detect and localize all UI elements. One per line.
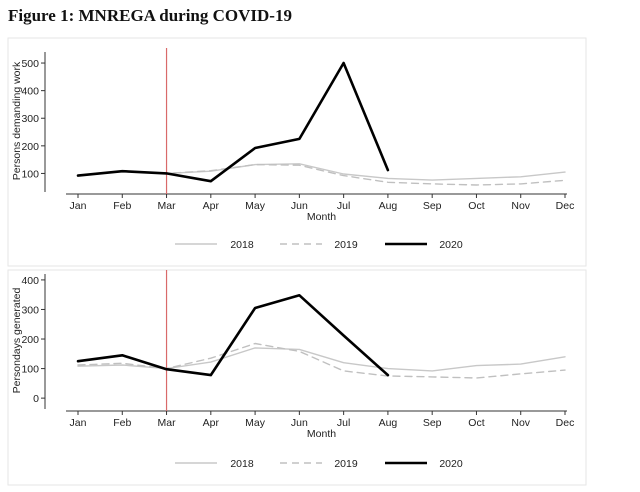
- x-tick-label: Jan: [70, 417, 87, 429]
- x-tick-label: Feb: [113, 417, 131, 429]
- panel-2-frame: [7, 269, 587, 486]
- x-tick-label: Jul: [337, 417, 350, 429]
- y-tick-label: 400: [21, 86, 39, 98]
- x-tick-label: Jan: [70, 200, 87, 212]
- x-tick-label: Oct: [468, 417, 484, 429]
- x-tick-label: Jul: [337, 200, 350, 212]
- legend-2019-label: 2019: [334, 458, 358, 470]
- y-tick-label: 0: [33, 393, 39, 405]
- figure-title: Figure 1: MNREGA during COVID-19: [8, 6, 292, 25]
- legend-2018-label: 2018: [230, 458, 254, 470]
- y-tick-label: 300: [21, 304, 39, 316]
- y-tick-label: 200: [21, 141, 39, 153]
- x-axis-title: Month: [307, 211, 336, 223]
- series-2020-line: [76, 293, 390, 377]
- legend-2019-label: 2019: [334, 239, 358, 251]
- x-tick-label: Oct: [468, 200, 484, 212]
- legend-2020-label: 2020: [439, 239, 463, 251]
- x-tick-label: Jun: [291, 200, 308, 212]
- panel-1-frame: [7, 37, 587, 267]
- x-tick-label: Jun: [291, 417, 308, 429]
- x-tick-label: Dec: [556, 200, 575, 212]
- x-tick-label: Feb: [113, 200, 131, 212]
- legend-2018-label: 2018: [230, 239, 254, 251]
- y-tick-label: 500: [21, 58, 39, 70]
- x-tick-label: Mar: [157, 417, 176, 429]
- x-tick-label: Aug: [379, 417, 398, 429]
- x-tick-label: Sep: [423, 417, 442, 429]
- y-tick-label: 300: [21, 113, 39, 125]
- series-2019-line: [77, 342, 566, 379]
- y-tick-label: 200: [21, 334, 39, 346]
- x-tick-label: Apr: [203, 417, 220, 429]
- y-axis-title: Persondays generated: [11, 288, 23, 394]
- series-2019-line: [77, 163, 566, 186]
- x-tick-label: Dec: [556, 417, 575, 429]
- y-tick-label: 400: [21, 275, 39, 287]
- x-axis-title: Month: [307, 428, 336, 440]
- x-tick-label: May: [245, 417, 266, 429]
- y-axis-title: Persons demanding work: [11, 61, 23, 180]
- x-tick-label: Nov: [511, 417, 530, 429]
- y-tick-label: 100: [21, 168, 39, 180]
- y-tick-label: 100: [21, 364, 39, 376]
- x-tick-label: Apr: [203, 200, 220, 212]
- x-tick-label: Aug: [379, 200, 398, 212]
- x-tick-label: Nov: [511, 200, 530, 212]
- legend-2020-label: 2020: [439, 458, 463, 470]
- x-tick-label: Mar: [157, 200, 176, 212]
- series-2020-line: [76, 61, 390, 183]
- x-tick-label: Sep: [423, 200, 442, 212]
- x-tick-label: May: [245, 200, 266, 212]
